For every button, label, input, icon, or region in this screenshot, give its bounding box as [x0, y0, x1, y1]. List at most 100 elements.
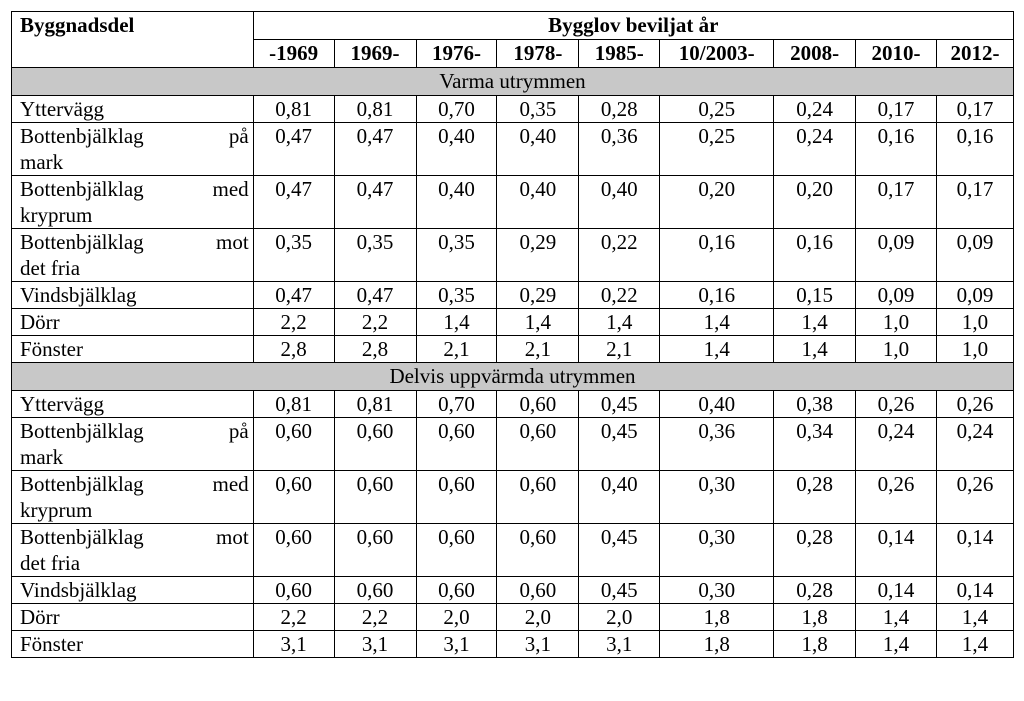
- year-header: 10/2003-: [659, 39, 775, 68]
- table-cell: 0,45: [578, 417, 661, 471]
- table-cell: 1,4: [773, 335, 857, 363]
- row-label-line1: Bottenbjälklag på: [20, 124, 249, 148]
- table-cell: 1,4: [496, 308, 580, 336]
- table-cell: 0,22: [578, 281, 661, 309]
- table-cell: 0,28: [773, 576, 857, 604]
- year-header: 2008-: [773, 39, 857, 68]
- table-cell: 3,1: [415, 630, 498, 658]
- table-cell: 2,1: [496, 335, 580, 363]
- table-cell: 0,17: [936, 175, 1014, 229]
- table-cell: 0,40: [415, 175, 498, 229]
- table-row: Yttervägg 0,81 0,81 0,70 0,35 0,28 0,25 0,24 0,1…: [11, 95, 1014, 123]
- table-cell: 0,20: [773, 175, 857, 229]
- year-header: 1969-: [333, 39, 417, 68]
- table-cell: 0,60: [496, 523, 580, 577]
- table-cell: 0,47: [252, 281, 335, 309]
- table-row: Bottenbjälklag på mark 0,47 0,47 0,40 0,40 0,3…: [11, 122, 1014, 176]
- table-cell: 0,60: [496, 417, 580, 471]
- row-label-line1: Bottenbjälklag med: [20, 177, 249, 201]
- table-cell: 0,40: [578, 470, 661, 524]
- table-cell: 1,8: [773, 603, 857, 631]
- table-cell: 0,24: [855, 417, 938, 471]
- table-row: Vindsbjälklag 0,60 0,60 0,60 0,60 0,45 0,30 0,2…: [11, 576, 1014, 604]
- table-cell: 0,47: [333, 281, 417, 309]
- table-cell: 0,81: [252, 390, 335, 418]
- table-cell: 0,47: [333, 175, 417, 229]
- row-label: Bottenbjälklag på mark: [11, 122, 254, 176]
- table-cell: 1,0: [855, 335, 938, 363]
- table-cell: 0,29: [496, 281, 580, 309]
- section-title: Delvis uppvärmda utrymmen: [11, 362, 1014, 391]
- table-cell: 0,60: [252, 576, 335, 604]
- table-cell: 0,70: [415, 390, 498, 418]
- table-cell: 1,0: [855, 308, 938, 336]
- table-cell: 1,4: [855, 603, 938, 631]
- table-cell: 0,28: [773, 523, 857, 577]
- table-cell: 3,1: [578, 630, 661, 658]
- table-cell: 0,47: [333, 122, 417, 176]
- table-cell: 1,8: [659, 630, 775, 658]
- table-cell: 0,20: [659, 175, 775, 229]
- table-cell: 0,25: [659, 122, 775, 176]
- table-cell: 1,4: [936, 630, 1014, 658]
- table-cell: 0,35: [496, 95, 580, 123]
- table-row: Bottenbjälklag på mark 0,60 0,60 0,60 0,60 0,4…: [11, 417, 1014, 471]
- year-header: 1985-: [578, 39, 661, 68]
- table-cell: 1,4: [773, 308, 857, 336]
- row-label: Bottenbjälklag på mark: [11, 417, 254, 471]
- row-label: Fönster: [11, 630, 254, 658]
- table-cell: 2,1: [415, 335, 498, 363]
- table-cell: 1,4: [659, 335, 775, 363]
- header-row-group: Byggnadsdel Bygglov beviljat år: [11, 11, 1015, 68]
- table-cell: 1,4: [578, 308, 661, 336]
- table-cell: 0,81: [252, 95, 335, 123]
- row-label: Bottenbjälklag mot det fria: [11, 523, 254, 577]
- table-cell: 0,22: [578, 228, 661, 282]
- row-label-line1: Bottenbjälklag med: [20, 472, 249, 496]
- row-label: Vindsbjälklag: [11, 576, 254, 604]
- table-cell: 0,24: [773, 95, 857, 123]
- table-row: Bottenbjälklag mot det fria 0,35 0,35 0,35 0,…: [11, 228, 1014, 282]
- table-cell: 0,28: [578, 95, 661, 123]
- table-cell: 0,81: [333, 95, 417, 123]
- table-cell: 0,30: [659, 576, 775, 604]
- table-cell: 0,70: [415, 95, 498, 123]
- section-title: Varma utrymmen: [11, 67, 1014, 96]
- table-cell: 2,2: [333, 308, 417, 336]
- table-cell: 0,40: [578, 175, 661, 229]
- table-cell: 0,36: [578, 122, 661, 176]
- row-label: Bottenbjälklag med kryprum: [11, 175, 254, 229]
- table-cell: 0,40: [496, 175, 580, 229]
- table-cell: 2,2: [333, 603, 417, 631]
- table-cell: 0,16: [936, 122, 1014, 176]
- table-cell: 2,0: [496, 603, 580, 631]
- table-cell: 0,60: [415, 470, 498, 524]
- row-label-line1: Dörr: [20, 605, 60, 629]
- table-cell: 0,60: [496, 576, 580, 604]
- table-cell: 0,35: [333, 228, 417, 282]
- table-cell: 0,09: [855, 281, 938, 309]
- table-cell: 0,60: [252, 417, 335, 471]
- row-label-line2: det fria: [20, 551, 81, 575]
- table-cell: 1,8: [659, 603, 775, 631]
- table-cell: 0,26: [936, 390, 1014, 418]
- year-header: 1978-: [496, 39, 580, 68]
- table-cell: 0,81: [333, 390, 417, 418]
- table-cell: 0,14: [936, 576, 1014, 604]
- column-header-group: Bygglov beviljat år: [252, 11, 1015, 40]
- table-row: Fönster 3,1 3,1 3,1 3,1 3,1 1,8 1,8 1,4 1,4: [11, 630, 1014, 658]
- table-row: Dörr 2,2 2,2 2,0 2,0 2,0 1,8 1,8 1,4 1,4: [11, 603, 1014, 631]
- row-label: Dörr: [11, 308, 254, 336]
- row-label-line2: kryprum: [20, 203, 93, 227]
- table-cell: 0,38: [773, 390, 857, 418]
- table-cell: 0,47: [252, 122, 335, 176]
- table-cell: 2,1: [578, 335, 661, 363]
- table-cell: 0,60: [415, 523, 498, 577]
- table-cell: 0,29: [496, 228, 580, 282]
- table-cell: 0,17: [855, 175, 938, 229]
- table-cell: 0,60: [496, 390, 580, 418]
- table-cell: 1,0: [936, 335, 1014, 363]
- year-header: 2012-: [936, 39, 1014, 68]
- table-cell: 0,24: [936, 417, 1014, 471]
- table-cell: 0,34: [773, 417, 857, 471]
